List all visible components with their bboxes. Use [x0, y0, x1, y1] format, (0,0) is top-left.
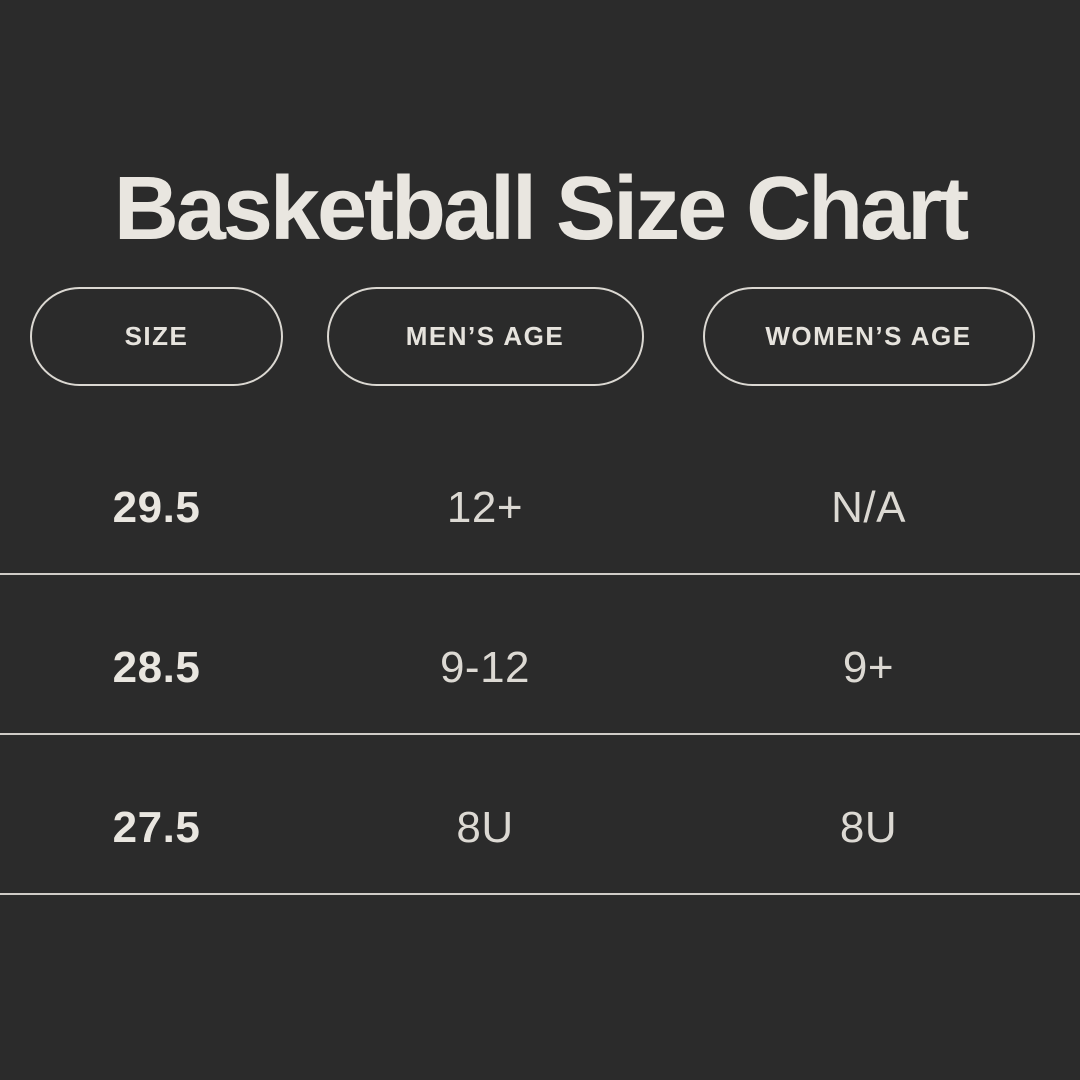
cell-mens-age: 9-12 — [439, 643, 531, 692]
cell-womens-age: 9+ — [842, 643, 895, 692]
cell-size: 27.5 — [112, 803, 201, 852]
table-row: 29.5 12+ N/A — [0, 415, 1080, 575]
header-cell-size: SIZE — [0, 285, 313, 388]
cell-mens-age: 8U — [456, 803, 514, 852]
cell-size: 29.5 — [112, 483, 201, 532]
column-header-mens-age: MEN’S AGE — [326, 287, 644, 386]
table-row: 28.5 9-12 9+ — [0, 575, 1080, 735]
cell-size: 28.5 — [112, 643, 201, 692]
table-header-row: SIZE MEN’S AGE WOMEN’S AGE — [0, 285, 1080, 388]
cell-womens-age: N/A — [831, 483, 906, 532]
table-row: 27.5 8U 8U — [0, 735, 1080, 895]
table-body: 29.5 12+ N/A 28.5 9-12 9+ 27.5 8U 8U — [0, 415, 1080, 895]
header-cell-mens-age: MEN’S AGE — [313, 285, 657, 388]
cell-mens-age: 12+ — [446, 483, 524, 532]
column-header-size: SIZE — [30, 287, 283, 386]
page-title: Basketball Size Chart — [113, 159, 969, 260]
cell-womens-age: 8U — [839, 803, 898, 852]
column-header-womens-age: WOMEN’S AGE — [702, 287, 1035, 386]
header-cell-womens-age: WOMEN’S AGE — [657, 285, 1080, 388]
